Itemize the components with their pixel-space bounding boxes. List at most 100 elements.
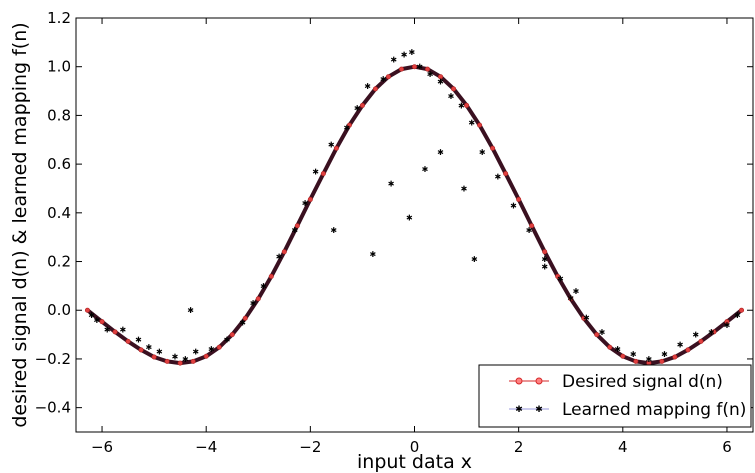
learned-point: ✱	[510, 202, 517, 211]
learned-point: ✱	[388, 180, 395, 189]
desired-point	[516, 196, 522, 202]
learned-point: ✱	[468, 119, 475, 128]
x-tick-label: −2	[299, 438, 321, 456]
x-tick-label: 2	[514, 438, 524, 456]
desired-point	[99, 319, 105, 325]
desired-point	[84, 307, 90, 313]
desired-point	[138, 347, 144, 353]
learned-point: ✱	[645, 355, 652, 364]
learned-point: ✱	[409, 48, 416, 57]
desired-point	[568, 296, 574, 302]
legend-marker-desired-2	[535, 377, 543, 385]
desired-point	[529, 223, 535, 229]
desired-point	[477, 122, 483, 128]
desired-point	[398, 66, 404, 72]
y-tick-label: 1.0	[47, 58, 71, 76]
legend-marker-learned: ✱	[515, 405, 523, 415]
learned-point: ✱	[312, 167, 319, 176]
desired-point	[659, 358, 665, 364]
desired-point	[581, 315, 587, 321]
desired-point	[190, 358, 196, 364]
y-tick-label: −0.2	[35, 350, 71, 368]
desired-point	[294, 223, 300, 229]
desired-point	[229, 332, 235, 338]
desired-point	[739, 307, 745, 313]
learned-point: ✱	[291, 226, 298, 235]
learned-point: ✱	[437, 148, 444, 157]
learned-point: ✱	[401, 51, 408, 60]
learned-point: ✱	[390, 55, 397, 64]
learned-point: ✱	[88, 311, 95, 320]
learned-point: ✱	[541, 255, 548, 264]
x-tick-label: −4	[195, 438, 217, 456]
learned-point: ✱	[302, 199, 309, 208]
desired-point	[425, 66, 431, 72]
learned-point: ✱	[172, 353, 179, 362]
y-tick-label: 0.2	[47, 253, 71, 271]
desired-point	[177, 360, 183, 366]
y-tick-label: 0.8	[47, 106, 71, 124]
learned-point: ✱	[406, 214, 413, 223]
learned-point: ✱	[343, 124, 350, 133]
x-axis: −6 −4 −2 0 2 4 6	[91, 18, 732, 456]
legend-marker-learned-2: ✱	[535, 405, 543, 415]
x-tick-label: 0	[410, 438, 420, 456]
desired-point	[685, 347, 691, 353]
learned-point: ✱	[427, 70, 434, 79]
learned-point: ✱	[354, 104, 361, 113]
desired-point	[724, 319, 730, 325]
learned-point: ✱	[479, 148, 486, 157]
desired-point	[281, 249, 287, 255]
desired-point	[255, 296, 261, 302]
x-tick-label: 6	[722, 438, 732, 456]
learned-point: ✱	[692, 331, 699, 340]
learned-point: ✱	[120, 326, 127, 335]
learned-point: ✱	[599, 328, 606, 337]
desired-point	[125, 338, 131, 344]
learned-point: ✱	[471, 255, 478, 264]
desired-point	[711, 329, 717, 335]
desired-point	[359, 102, 365, 108]
learned-point: ✱	[208, 345, 215, 354]
learned-point: ✱	[416, 63, 423, 72]
learned-point: ✱	[182, 355, 189, 364]
learned-point: ✱	[224, 335, 231, 344]
desired-point	[490, 145, 496, 151]
learned-point: ✱	[526, 226, 533, 235]
desired-point	[164, 358, 170, 364]
learned-point: ✱	[458, 102, 465, 111]
learned-point: ✱	[494, 172, 501, 181]
series-layer: ✱✱✱ ✱✱✱✱✱ ✱✱ ✱✱✱✱✱✱✱✱✱✱✱✱✱✱✱✱ ✱✱✱✱✱✱✱✱✱✱✱✱✱✱…	[84, 48, 745, 366]
learned-point: ✱	[461, 184, 468, 193]
learned-point: ✱	[448, 92, 455, 101]
desired-point	[112, 329, 118, 335]
learned-point: ✱	[369, 250, 376, 259]
desired-point	[672, 354, 678, 360]
learned-point: ✱	[437, 77, 444, 86]
desired-point	[607, 344, 613, 350]
learned-point: ✱	[724, 321, 731, 330]
learned-point: ✱	[614, 345, 621, 354]
desired-point	[411, 64, 417, 70]
learned-point: ✱	[734, 311, 741, 320]
desired-point	[633, 358, 639, 364]
learned-point: ✱	[156, 348, 163, 357]
learned-point: ✱	[422, 165, 429, 174]
desired-point	[203, 353, 209, 359]
x-axis-label: input data x	[357, 451, 472, 473]
learned-point: ✱	[135, 335, 142, 344]
y-tick-label: 0.6	[47, 155, 71, 173]
legend-marker-desired	[515, 377, 523, 385]
desired-point	[320, 171, 326, 177]
learned-point: ✱	[708, 328, 715, 337]
learned-point: ✱	[250, 299, 257, 308]
desired-point	[333, 145, 339, 151]
desired-point	[555, 273, 561, 279]
legend-box	[478, 364, 752, 428]
desired-point	[268, 273, 274, 279]
desired-point	[307, 196, 313, 202]
desired-point	[503, 171, 509, 177]
y-tick-label: 0.0	[47, 301, 71, 319]
legend: Desired signal d(n) ✱ ✱ Learned mapping …	[478, 364, 752, 428]
learned-point: ✱	[661, 350, 668, 359]
